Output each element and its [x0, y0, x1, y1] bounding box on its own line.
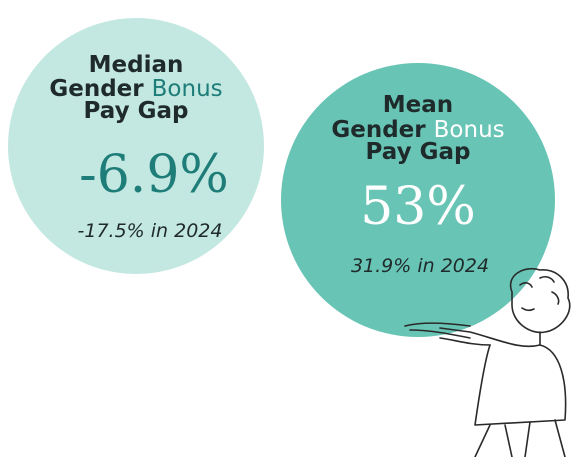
- mean-comparison: 31.9% in 2024: [351, 255, 489, 277]
- title-word: Gender: [49, 76, 144, 102]
- median-value: -6.9%: [79, 145, 229, 205]
- mean-circle: [281, 63, 555, 337]
- median-title-3: Pay Gap: [84, 98, 189, 124]
- mean-title-1: Mean: [383, 92, 453, 118]
- median-comparison: -17.5% in 2024: [78, 220, 223, 242]
- mean-title-3: Pay Gap: [366, 139, 471, 165]
- mean-value: 53%: [360, 177, 476, 237]
- person-illustration: [404, 268, 571, 457]
- mean-title-2: Gender Bonus: [331, 117, 504, 143]
- median-title-1: Median: [89, 52, 184, 78]
- highlight-word: Bonus: [434, 117, 505, 143]
- highlight-word: Bonus: [152, 76, 223, 102]
- title-word: Gender: [331, 117, 426, 143]
- median-title-2: Gender Bonus: [49, 76, 222, 102]
- median-circle: [8, 18, 264, 274]
